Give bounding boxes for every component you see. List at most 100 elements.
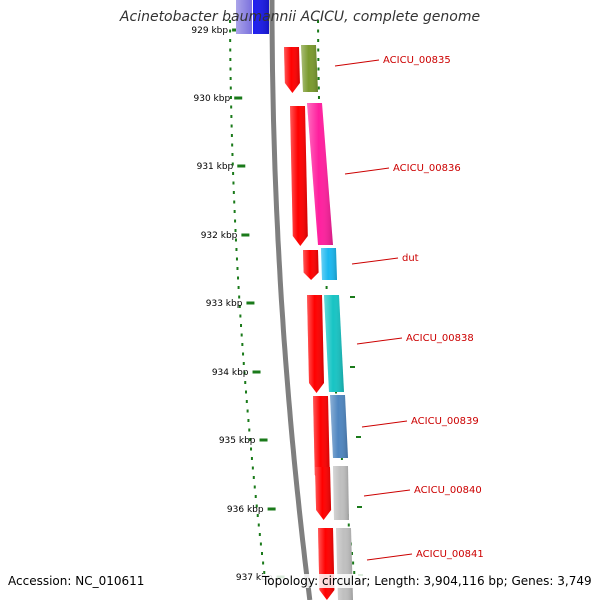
- gc-dot: [238, 295, 241, 299]
- gene-label: ACICU_00835: [383, 55, 451, 66]
- gene-label-leader: [356, 337, 403, 345]
- forward-gene-arrow-shade: [315, 467, 332, 520]
- gene-label-leader: [334, 59, 380, 67]
- gc-dot: [340, 457, 343, 460]
- gc-dot: [229, 20, 232, 23]
- gc-dot: [229, 86, 232, 90]
- reverse-gene-shade: [330, 395, 348, 458]
- gene-label: dut: [402, 253, 419, 264]
- gc-dot: [249, 438, 252, 441]
- gc-dot: [256, 514, 259, 517]
- scale-tick: [267, 507, 276, 511]
- gc-dot: [317, 96, 320, 99]
- forward-gene-arrow-shade: [303, 250, 319, 280]
- gc-dot: [234, 238, 237, 242]
- topology-text: Topology: circular; Length: 3,904,116 bp…: [262, 574, 592, 588]
- gc-dot: [234, 219, 237, 223]
- gc-dot: [350, 552, 353, 555]
- gc-dot: [245, 390, 248, 394]
- scale-tick-label: 934 kbp: [212, 368, 249, 378]
- gc-dot: [232, 191, 235, 194]
- gc-dot: [231, 153, 234, 156]
- gc-dot: [229, 48, 232, 52]
- scale-tick-label: 931 kbp: [197, 162, 234, 172]
- gene-label: ACICU_00838: [406, 333, 474, 344]
- gc-dot: [250, 457, 253, 460]
- gc-dash: [356, 436, 361, 438]
- gc-dot: [353, 571, 356, 574]
- map-title: Acinetobacter baumannii ACICU, complete …: [119, 9, 481, 25]
- gc-dot: [242, 362, 245, 365]
- scale-tick: [246, 301, 255, 305]
- forward-gene-arrow-shade: [313, 396, 330, 485]
- gc-dot: [236, 267, 239, 270]
- gc-dot: [247, 419, 250, 422]
- gene-features: [236, 0, 353, 600]
- scale-tick-label: 933 kbp: [206, 299, 243, 309]
- gc-dot: [229, 39, 232, 42]
- gc-dot: [240, 324, 243, 327]
- gc-dot: [317, 29, 320, 33]
- gc-dot: [317, 39, 320, 42]
- gc-dot: [317, 20, 320, 23]
- gc-dot: [241, 343, 244, 346]
- gc-dot: [230, 105, 233, 109]
- gene-label: ACICU_00836: [393, 163, 461, 174]
- gc-dot: [257, 523, 260, 527]
- genome-backbone: [269, 0, 313, 600]
- gc-dot: [255, 504, 258, 508]
- gc-dot: [244, 381, 247, 384]
- gc-dot: [237, 276, 240, 280]
- gc-dot: [252, 476, 255, 479]
- gc-dot: [233, 210, 236, 213]
- gc-dot: [251, 466, 254, 470]
- gc-dot: [232, 172, 235, 175]
- gc-dot: [253, 485, 256, 489]
- forward-gene-arrow-shade: [290, 106, 308, 246]
- gc-dot: [254, 495, 257, 498]
- gene-label-leader: [361, 420, 408, 428]
- reverse-gene-shade: [336, 528, 353, 600]
- gc-dot: [325, 286, 328, 289]
- gc-dot: [231, 162, 234, 166]
- top-gene-shade: [236, 0, 269, 34]
- gene-label-leader: [363, 489, 411, 497]
- gc-dot: [232, 181, 235, 185]
- gc-dot: [239, 314, 242, 318]
- backbone-line: [269, 0, 313, 600]
- scale-tick: [234, 96, 243, 100]
- reverse-gene-shade: [307, 103, 333, 245]
- gc-dot: [347, 523, 350, 527]
- gene-label: ACICU_00840: [414, 485, 482, 496]
- gc-dot: [263, 571, 266, 574]
- gc-dot: [258, 533, 261, 536]
- forward-gene-arrow-shade: [284, 47, 300, 93]
- reverse-gene-shade: [324, 295, 344, 392]
- scale-ticks: 929 kbp 930 kbp 931 kbp 932 kbp 933 kbp 934 k…: [191, 26, 285, 583]
- gc-dot: [229, 77, 232, 80]
- scale-tick: [252, 370, 261, 374]
- gc-dot: [230, 134, 233, 137]
- gc-dot: [233, 200, 236, 204]
- gene-label: ACICU_00839: [411, 416, 479, 427]
- gc-dot: [317, 86, 320, 90]
- gc-dot: [230, 124, 233, 128]
- gc-dot: [250, 447, 253, 451]
- accession-text: Accession: NC_010611: [8, 574, 145, 588]
- gc-dot: [242, 352, 245, 356]
- gc-dot: [317, 77, 320, 80]
- scale-tick-label: 930 kbp: [194, 94, 231, 104]
- gene-label-leader: [344, 167, 390, 175]
- scale-tick-label: 932 kbp: [201, 231, 238, 241]
- gc-dot: [229, 96, 232, 99]
- gc-dot: [229, 58, 232, 61]
- reverse-gene-shade: [321, 248, 337, 280]
- forward-gene-arrow-shade: [307, 295, 324, 393]
- scale-tick-label: 936 kbp: [227, 505, 264, 515]
- gc-dot: [231, 143, 234, 147]
- scale-tick: [237, 164, 246, 168]
- forward-gene-arrow-shade: [318, 528, 335, 600]
- gc-dot: [235, 248, 238, 251]
- scale-tick-label: 935 kbp: [219, 436, 256, 446]
